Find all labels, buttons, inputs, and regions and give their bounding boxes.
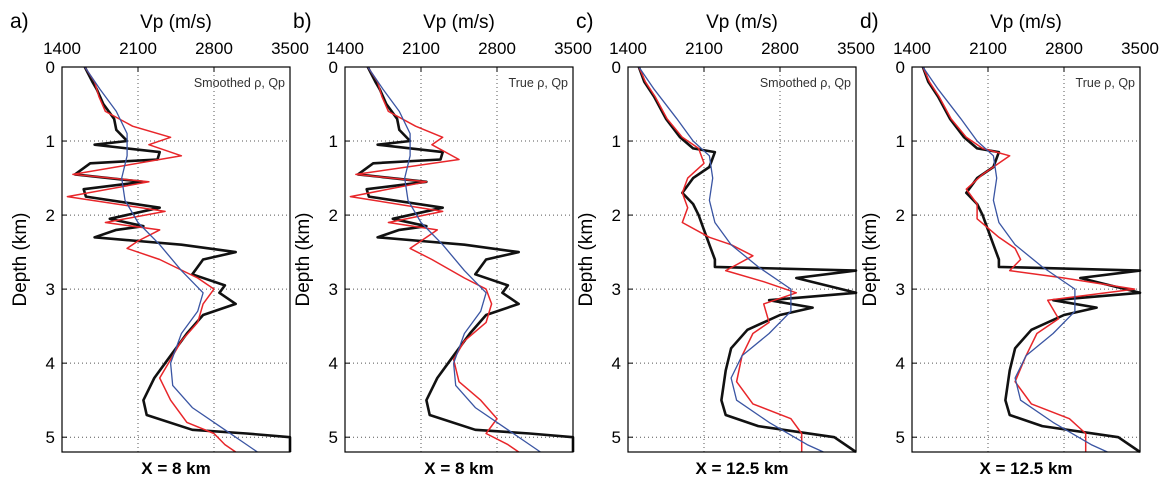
panel-letter: a) [10, 10, 29, 33]
x-tick-label: 2100 [119, 39, 157, 58]
series-line-0 [73, 66, 292, 452]
series-line-2 [84, 66, 258, 453]
series-line-1 [349, 66, 520, 453]
series-line-0 [356, 66, 575, 452]
panel-letter: b) [293, 10, 312, 33]
y-tick-label: 5 [896, 428, 905, 447]
series-line-2 [922, 66, 1108, 453]
panel-caption: X = 8 km [141, 459, 210, 478]
y-tick-label: 0 [896, 58, 905, 77]
panel-b: 1400 2100 2800 3500 0 1 2 3 4 5 Vp (m/s) Depth (km)… [293, 10, 592, 478]
y-tick-label: 4 [612, 354, 621, 373]
x-tick-label: 2800 [478, 39, 516, 58]
series-line-2 [367, 66, 541, 453]
x-tick-label: 1400 [893, 39, 931, 58]
series-line-1 [66, 66, 237, 453]
series-line-0 [637, 66, 858, 454]
y-tick-label: 0 [612, 58, 621, 77]
plot-frame [911, 66, 1141, 453]
y-tick-label: 3 [896, 280, 905, 299]
y-tick-label: 1 [329, 132, 338, 151]
y-axis-title: Depth (km) [860, 213, 881, 307]
y-tick-label: 5 [46, 428, 55, 447]
plot-frame [344, 66, 574, 453]
panel-c: 1400 2100 2800 3500 0 1 2 3 4 5 Vp (m/s) Depth (km)… [576, 10, 875, 478]
y-tick-label: 2 [612, 206, 621, 225]
series-line-1 [922, 66, 1136, 452]
panel-caption: X = 8 km [424, 459, 493, 478]
y-axis-title: Depth (km) [10, 213, 31, 307]
y-tick-label: 4 [896, 354, 905, 373]
plot-frame [61, 66, 291, 453]
series-line-0 [921, 66, 1142, 454]
x-tick-label: 1400 [43, 39, 81, 58]
y-tick-label: 2 [329, 206, 338, 225]
y-tick-label: 0 [329, 58, 338, 77]
x-tick-label: 1400 [326, 39, 364, 58]
panel-letter: c) [576, 10, 594, 33]
y-axis-title: Depth (km) [576, 213, 597, 307]
y-tick-label: 5 [612, 428, 621, 447]
panel-note: True ρ, Qp [1076, 76, 1135, 90]
x-tick-label: 3500 [271, 39, 309, 58]
x-tick-label: 2100 [969, 39, 1007, 58]
x-axis-title: Vp (m/s) [706, 12, 778, 33]
y-tick-label: 2 [896, 206, 905, 225]
y-tick-label: 5 [329, 428, 338, 447]
y-tick-label: 1 [46, 132, 55, 151]
x-axis-title: Vp (m/s) [140, 12, 212, 33]
panel-note: True ρ, Qp [509, 76, 568, 90]
series-line-1 [638, 66, 803, 452]
plot-frame [627, 66, 857, 453]
panel-d: 1400 2100 2800 3500 0 1 2 3 4 5 Vp (m/s) Depth (km)… [860, 10, 1159, 478]
x-tick-label: 2100 [402, 39, 440, 58]
panel-letter: d) [860, 10, 879, 33]
y-tick-label: 3 [612, 280, 621, 299]
panel-caption: X = 12.5 km [695, 459, 788, 478]
x-tick-label: 2800 [1045, 39, 1083, 58]
y-tick-label: 1 [896, 132, 905, 151]
x-tick-label: 2800 [761, 39, 799, 58]
x-tick-label: 2100 [685, 39, 723, 58]
x-axis-title: Vp (m/s) [990, 12, 1062, 33]
x-tick-label: 3500 [1121, 39, 1159, 58]
y-axis-title: Depth (km) [293, 213, 314, 307]
panel-caption: X = 12.5 km [979, 459, 1072, 478]
panel-note: Smoothed ρ, Qp [760, 76, 851, 90]
series-line-2 [638, 66, 824, 453]
panel-a: 1400 2100 2800 3500 0 1 2 3 4 5 Vp (m/s) Depth (km)… [10, 10, 309, 478]
x-tick-label: 3500 [554, 39, 592, 58]
panel-note: Smoothed ρ, Qp [194, 76, 285, 90]
y-tick-label: 2 [46, 206, 55, 225]
y-tick-label: 3 [329, 280, 338, 299]
y-tick-label: 3 [46, 280, 55, 299]
y-tick-label: 4 [46, 354, 55, 373]
y-tick-label: 0 [46, 58, 55, 77]
x-tick-label: 1400 [609, 39, 647, 58]
x-axis-title: Vp (m/s) [423, 12, 495, 33]
y-tick-label: 1 [612, 132, 621, 151]
x-tick-label: 3500 [837, 39, 875, 58]
x-tick-label: 2800 [195, 39, 233, 58]
y-tick-label: 4 [329, 354, 338, 373]
